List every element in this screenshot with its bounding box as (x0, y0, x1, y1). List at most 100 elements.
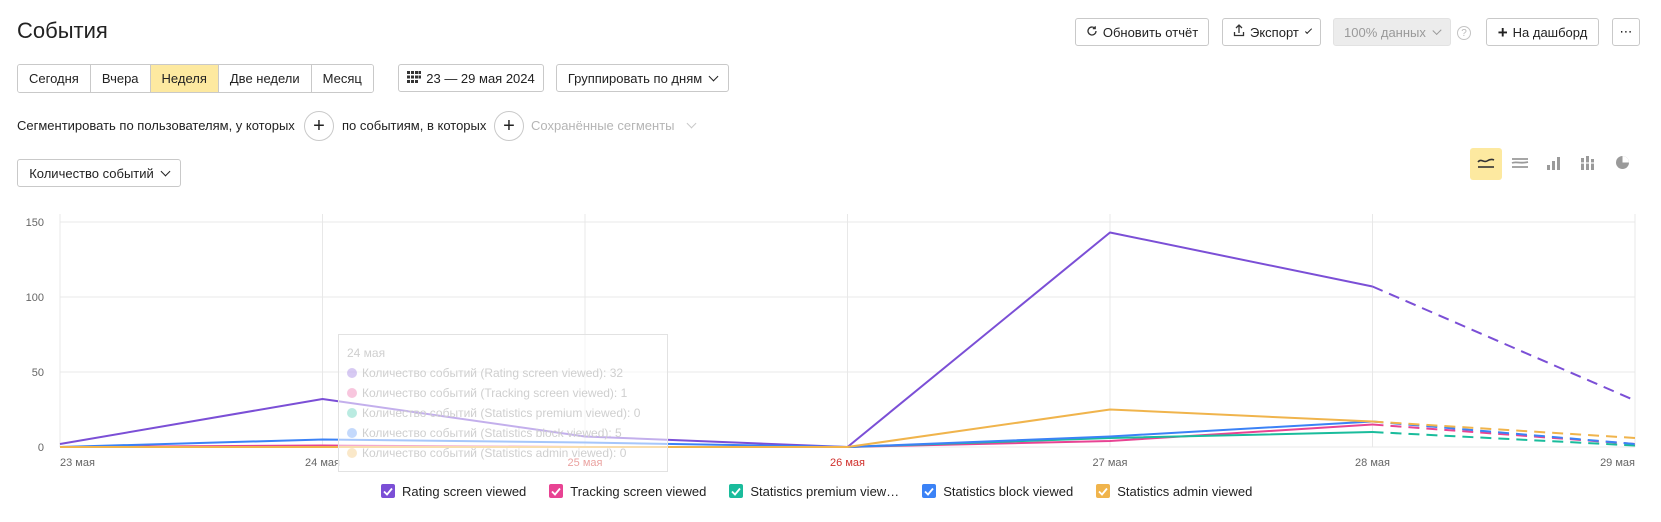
grouping-label: Группировать по дням (567, 70, 703, 86)
x-tick-label: 27 мая (1093, 457, 1128, 469)
tooltip-row: Количество событий (Statistics admin vie… (347, 443, 659, 463)
chevron-down-icon (1304, 26, 1313, 34)
stacked-area-icon (1511, 156, 1529, 173)
saved-segments-dropdown[interactable]: Сохранённые сегменты (531, 118, 696, 133)
y-tick-label: 0 (38, 442, 44, 454)
saved-segments-label: Сохранённые сегменты (531, 118, 675, 133)
plus-icon: + (313, 115, 325, 137)
segment-by-events-label: по событиям, в которых (342, 118, 487, 133)
more-options-button[interactable]: ⋯ (1612, 18, 1640, 46)
checkbox-checked-icon[interactable] (1096, 484, 1111, 498)
refresh-icon (1086, 25, 1098, 40)
x-tick-label: 26 мая (830, 457, 865, 469)
segment-by-users-label: Сегментировать по пользователям, у котор… (17, 118, 295, 133)
period-option[interactable]: Сегодня (18, 65, 91, 92)
calendar-icon (407, 70, 422, 86)
checkbox-checked-icon[interactable] (381, 484, 395, 498)
series-forecast-line (1372, 420, 1636, 439)
series-line (59, 420, 1373, 448)
export-label: Экспорт (1250, 24, 1299, 40)
bar-chart-icon (1546, 156, 1562, 173)
legend-item[interactable]: Statistics premium view… (729, 482, 899, 500)
grouping-dropdown[interactable]: Группировать по дням (556, 64, 729, 92)
view-pie-button[interactable] (1606, 148, 1638, 180)
x-tick-label: 23 мая (60, 457, 95, 469)
chart-legend: Rating screen viewed Tracking screen view… (381, 482, 1252, 500)
chevron-down-icon (160, 166, 171, 176)
tooltip-date: 24 мая (347, 346, 386, 360)
sampling-label: 100% данных (1344, 24, 1426, 40)
x-tick-label: 28 мая (1355, 457, 1390, 469)
date-range-label: 23 — 29 мая 2024 (426, 70, 535, 86)
date-range-picker[interactable]: 23 — 29 мая 2024 (398, 64, 544, 92)
view-bar-button[interactable] (1538, 148, 1570, 180)
y-tick-label: 150 (26, 217, 44, 229)
legend-label: Statistics block viewed (943, 483, 1074, 499)
legend-item[interactable]: Tracking screen viewed (549, 482, 706, 500)
plus-icon: + (503, 115, 515, 137)
series-forecast-line (1372, 431, 1636, 447)
chevron-down-icon (686, 118, 696, 129)
stacked-bar-icon (1580, 155, 1596, 173)
view-stacked-bar-button[interactable] (1572, 148, 1604, 180)
legend-label: Tracking screen viewed (570, 483, 707, 499)
tooltip-row: Количество событий (Rating screen viewed… (347, 363, 659, 383)
view-line-button[interactable] (1470, 148, 1502, 180)
chart-tooltip: 24 мая Количество событий (Rating screen… (338, 334, 668, 472)
series-forecast-line (1372, 285, 1636, 402)
legend-label: Statistics admin viewed (1117, 483, 1253, 499)
series-dot-icon (347, 368, 357, 378)
series-dot-icon (347, 448, 357, 458)
page-title: События (17, 18, 108, 43)
period-option[interactable]: Вчера (90, 65, 151, 92)
legend-item[interactable]: Statistics block viewed (922, 482, 1073, 500)
metric-dropdown[interactable]: Количество событий (17, 159, 181, 187)
legend-label: Statistics premium view… (750, 483, 900, 499)
view-stacked-area-button[interactable] (1504, 148, 1536, 180)
tooltip-row: Количество событий (Statistics block vie… (347, 423, 659, 443)
tooltip-row: Количество событий (Tracking screen view… (347, 383, 659, 403)
add-user-segment-button[interactable]: + (304, 111, 334, 141)
metric-label: Количество событий (29, 165, 154, 181)
chevron-down-icon (1432, 25, 1442, 35)
period-option[interactable]: Две недели (218, 65, 312, 92)
tooltip-row-text: Количество событий (Statistics block vie… (362, 426, 622, 440)
checkbox-checked-icon[interactable] (729, 484, 744, 498)
add-to-dashboard-button[interactable]: + На дашборд (1486, 18, 1599, 46)
checkbox-checked-icon[interactable] (922, 484, 937, 498)
refresh-report-button[interactable]: Обновить отчёт (1075, 18, 1209, 46)
plus-icon: + (1497, 22, 1508, 42)
tooltip-row-text: Количество событий (Tracking screen view… (362, 386, 628, 400)
sampling-dropdown[interactable]: 100% данных (1333, 18, 1451, 46)
tooltip-row-text: Количество событий (Rating screen viewed… (362, 366, 624, 380)
period-option[interactable]: Неделя (150, 65, 219, 92)
series-dot-icon (347, 388, 357, 398)
y-tick-label: 100 (26, 292, 44, 304)
legend-item[interactable]: Statistics admin viewed (1096, 482, 1252, 500)
chevron-down-icon (708, 71, 719, 81)
line-chart-icon (1477, 156, 1495, 173)
series-dot-icon (347, 408, 357, 418)
export-button[interactable]: Экспорт (1222, 18, 1321, 46)
pie-chart-icon (1615, 155, 1630, 173)
legend-item[interactable]: Rating screen viewed (381, 482, 526, 500)
upload-icon (1233, 24, 1245, 40)
tooltip-row-text: Количество событий (Statistics admin vie… (362, 446, 627, 460)
x-tick-label: 24 мая (305, 457, 340, 469)
y-tick-label: 50 (32, 367, 44, 379)
x-tick-label: 29 мая (1600, 457, 1635, 469)
period-option[interactable]: Месяц (311, 65, 373, 92)
add-to-dashboard-label: На дашборд (1512, 24, 1588, 40)
help-icon[interactable]: ? (1457, 26, 1471, 40)
series-line (59, 231, 1373, 448)
refresh-report-label: Обновить отчёт (1102, 24, 1199, 40)
tooltip-row-text: Количество событий (Statistics premium v… (362, 406, 641, 420)
period-selector: Сегодня Вчера Неделя Две недели Месяц (17, 64, 374, 93)
legend-label: Rating screen viewed (402, 483, 527, 499)
more-icon: ⋯ (1619, 24, 1633, 39)
tooltip-row: Количество событий (Statistics premium v… (347, 403, 659, 423)
checkbox-checked-icon[interactable] (549, 484, 564, 498)
series-line (60, 408, 1373, 448)
add-event-segment-button[interactable]: + (494, 111, 524, 141)
